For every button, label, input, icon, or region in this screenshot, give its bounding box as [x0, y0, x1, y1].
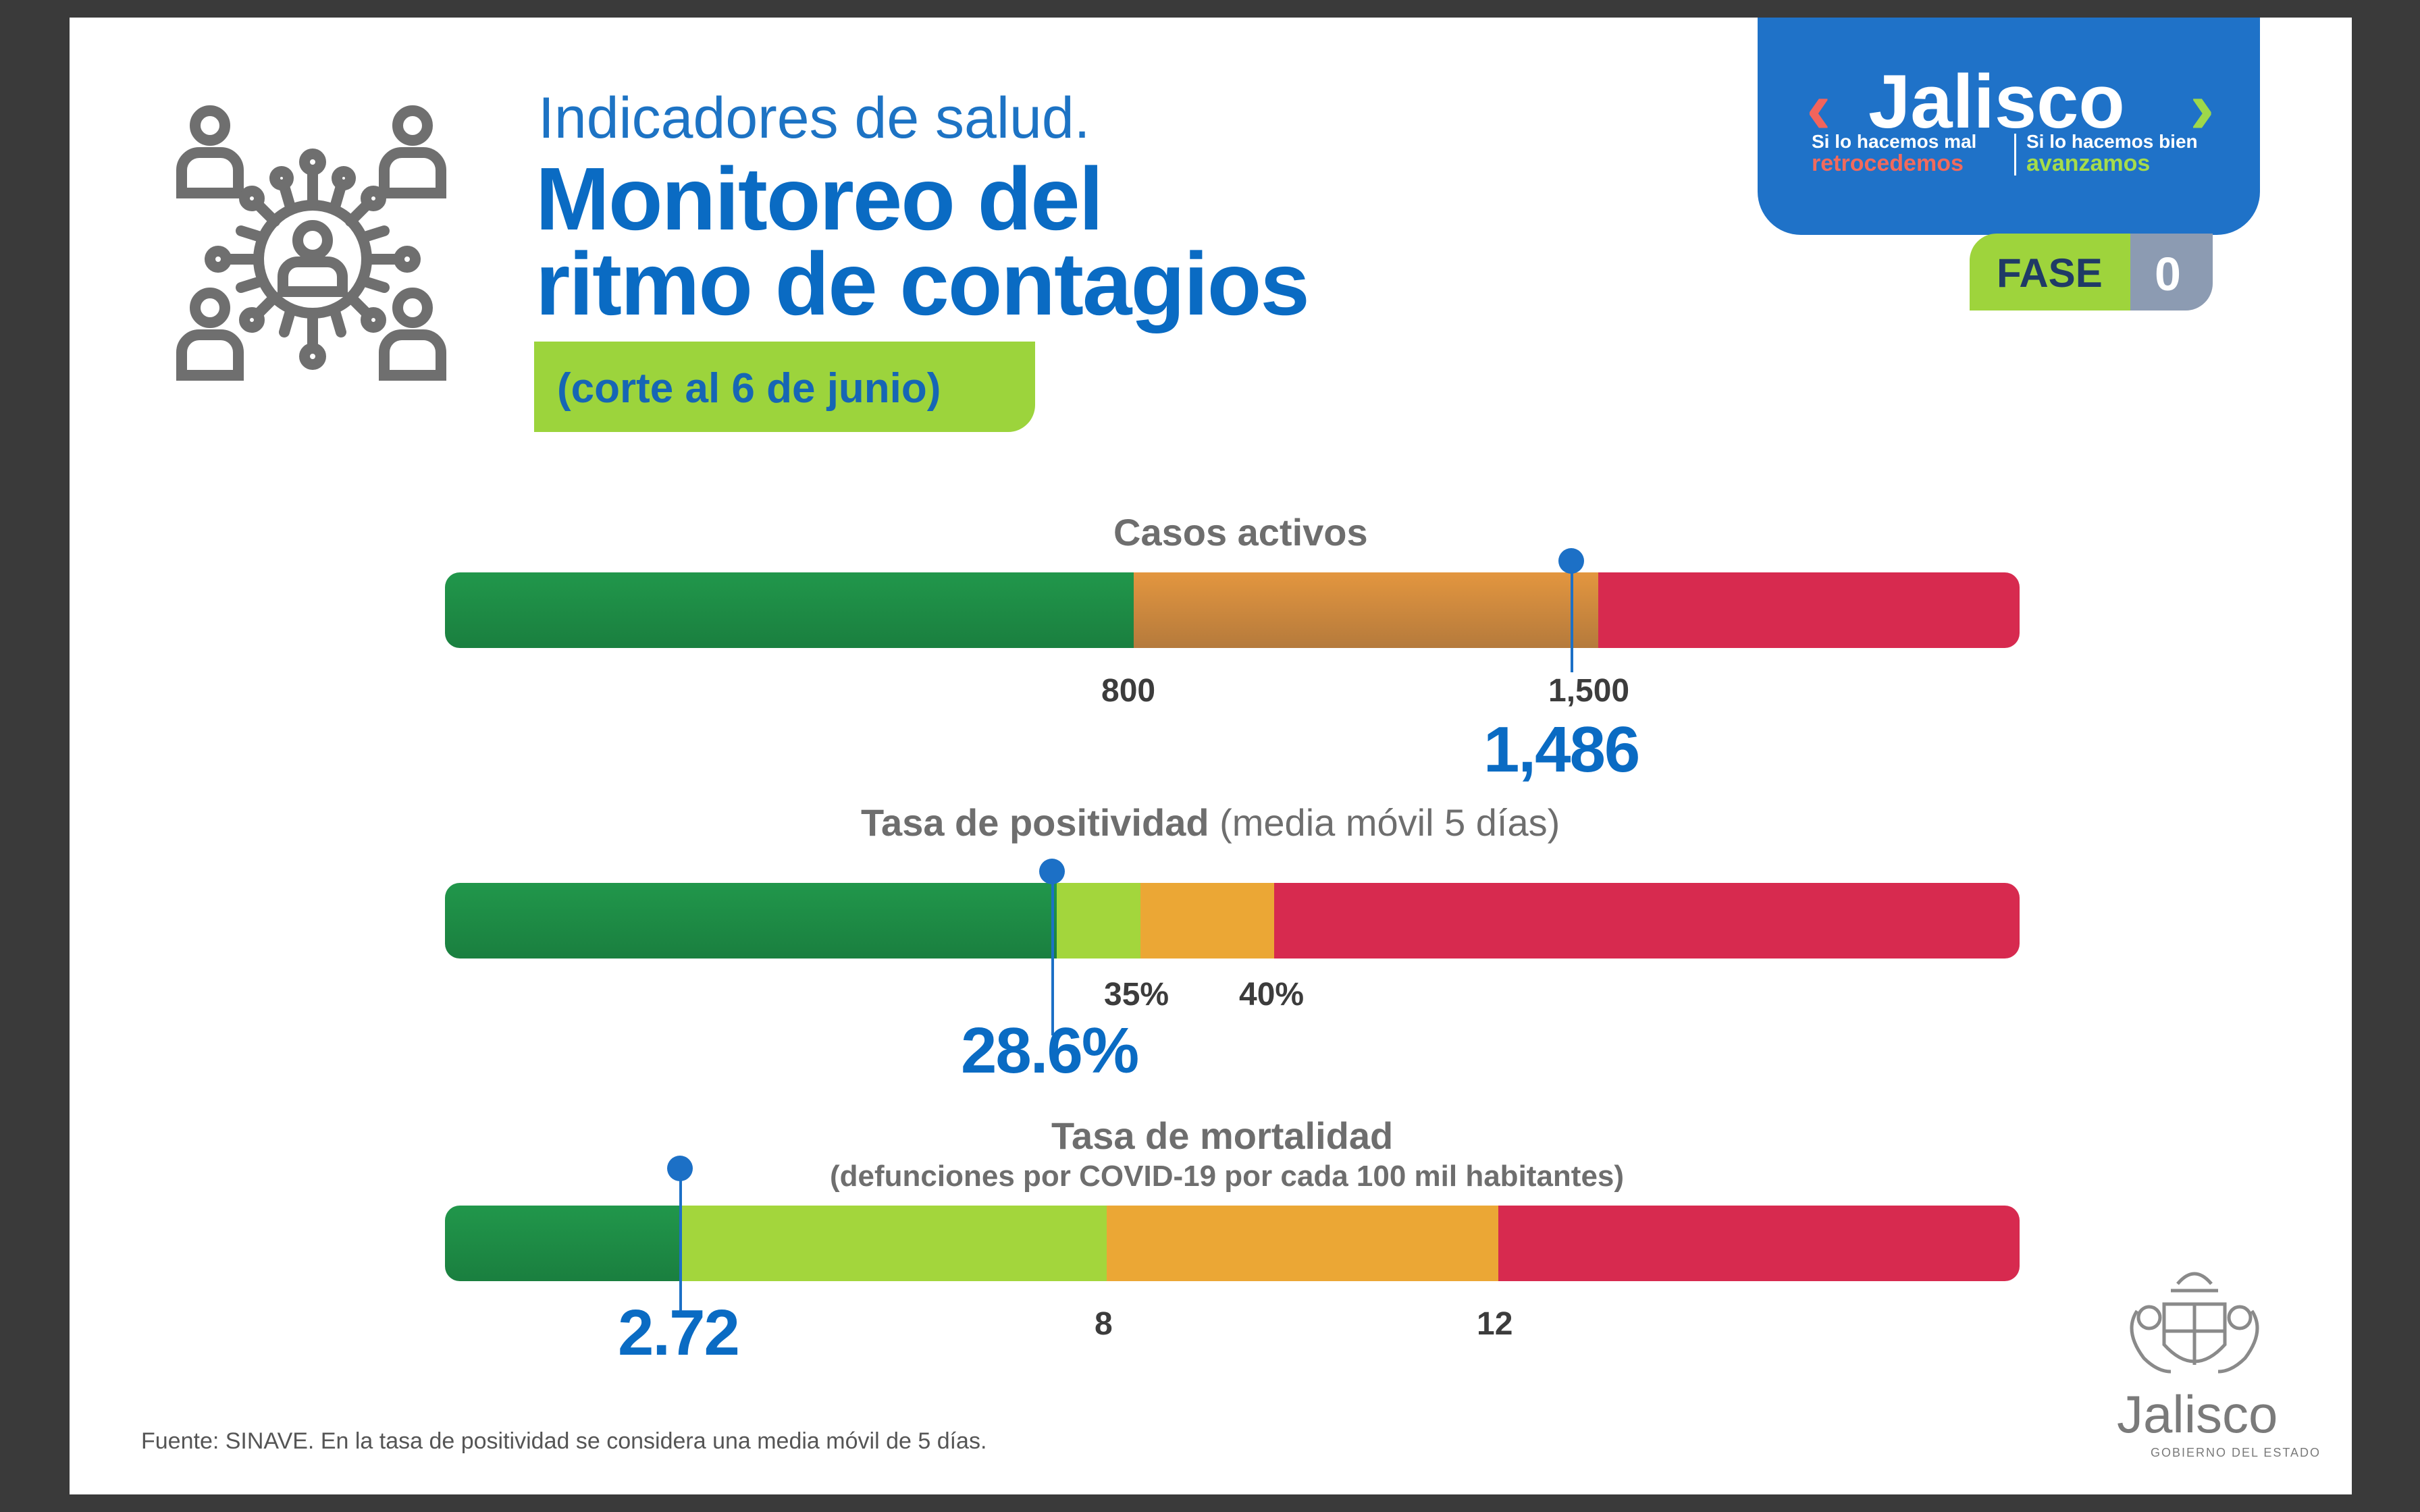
positivity-green — [445, 883, 1057, 959]
mortality-light-green — [680, 1206, 1107, 1281]
positivity-threshold-1: 35% — [1104, 977, 1169, 1013]
active-cases-marker — [1558, 548, 1584, 574]
mortality-subtitle: (defunciones por COVID-19 por cada 100 m… — [830, 1160, 1625, 1193]
active-cases-marker-stem — [1571, 571, 1573, 672]
positivity-value: 28.6% — [961, 1015, 1139, 1087]
active-cases-threshold-2: 1,500 — [1548, 673, 1630, 709]
positivity-bar — [445, 883, 2020, 959]
page-title: Monitoreo del ritmo de contagios — [535, 149, 1310, 333]
active-cases-red — [1598, 572, 2020, 648]
positivity-title: Tasa de positividad (media móvil 5 días) — [861, 801, 1560, 844]
government-logo: Jalisco GOBIERNO DEL ESTADO — [2097, 1264, 2319, 1466]
active-cases-title: Casos activos — [1113, 511, 1368, 554]
people-network-icon — [176, 105, 446, 381]
positivity-marker — [1039, 859, 1065, 884]
date-badge-text: (corte al 6 de junio) — [557, 365, 941, 412]
coat-of-arms-icon — [2130, 1272, 2259, 1374]
positivity-marker-stem — [1051, 882, 1054, 1035]
positivity-red — [1274, 883, 2020, 959]
page-title-line2: ritmo de contagios — [535, 234, 1310, 333]
positivity-threshold-2: 40% — [1239, 977, 1305, 1013]
mortality-orange — [1107, 1206, 1498, 1281]
mortality-red — [1498, 1206, 2020, 1281]
phase-value: 0 — [2155, 248, 2181, 300]
mortality-title: Tasa de mortalidad — [1051, 1114, 1394, 1157]
brand-tagline-right: Si lo hacemos bien avanzamos — [2026, 131, 2198, 176]
positivity-title-note: (media móvil 5 días) — [1219, 801, 1560, 844]
brand-name: Jalisco — [1868, 59, 2125, 144]
government-logo-name: Jalisco — [2117, 1384, 2278, 1444]
chevron-left-icon: ‹ — [1806, 66, 1831, 149]
chevron-right-icon: › — [2190, 66, 2215, 149]
page-title-line1: Monitoreo del — [535, 149, 1103, 248]
active-cases-bar — [445, 572, 2020, 648]
mortality-threshold-2: 12 — [1477, 1306, 1513, 1342]
active-cases-threshold-1: 800 — [1101, 673, 1156, 709]
source-note: Fuente: SINAVE. En la tasa de positivida… — [141, 1428, 987, 1454]
mortality-marker-stem — [679, 1177, 682, 1318]
positivity-light-green — [1057, 883, 1140, 959]
mortality-value: 2.72 — [618, 1297, 740, 1369]
brand-logo: ‹ Jalisco › Si lo hacemos mal retrocedem… — [1758, 18, 2260, 235]
active-cases-value: 1,486 — [1483, 713, 1640, 786]
mortality-marker — [667, 1156, 693, 1181]
phase-label: FASE — [1997, 250, 2103, 296]
slide: Indicadores de salud. Monitoreo del ritm… — [70, 18, 2352, 1494]
active-cases-green — [445, 572, 1134, 648]
mortality-threshold-1: 8 — [1095, 1306, 1113, 1342]
date-badge: (corte al 6 de junio) — [534, 342, 1035, 432]
mortality-bar — [445, 1206, 2020, 1281]
phase-badge: FASE 0 — [1970, 234, 2213, 310]
brand-divider — [2014, 134, 2016, 176]
brand-tagline-left: Si lo hacemos mal retrocedemos — [1812, 131, 1977, 176]
active-cases-orange — [1134, 572, 1598, 648]
header-subtitle: Indicadores de salud. — [538, 86, 1090, 151]
government-logo-sub: GOBIERNO DEL ESTADO — [2151, 1446, 2321, 1459]
positivity-orange — [1140, 883, 1274, 959]
mortality-green — [445, 1206, 680, 1281]
